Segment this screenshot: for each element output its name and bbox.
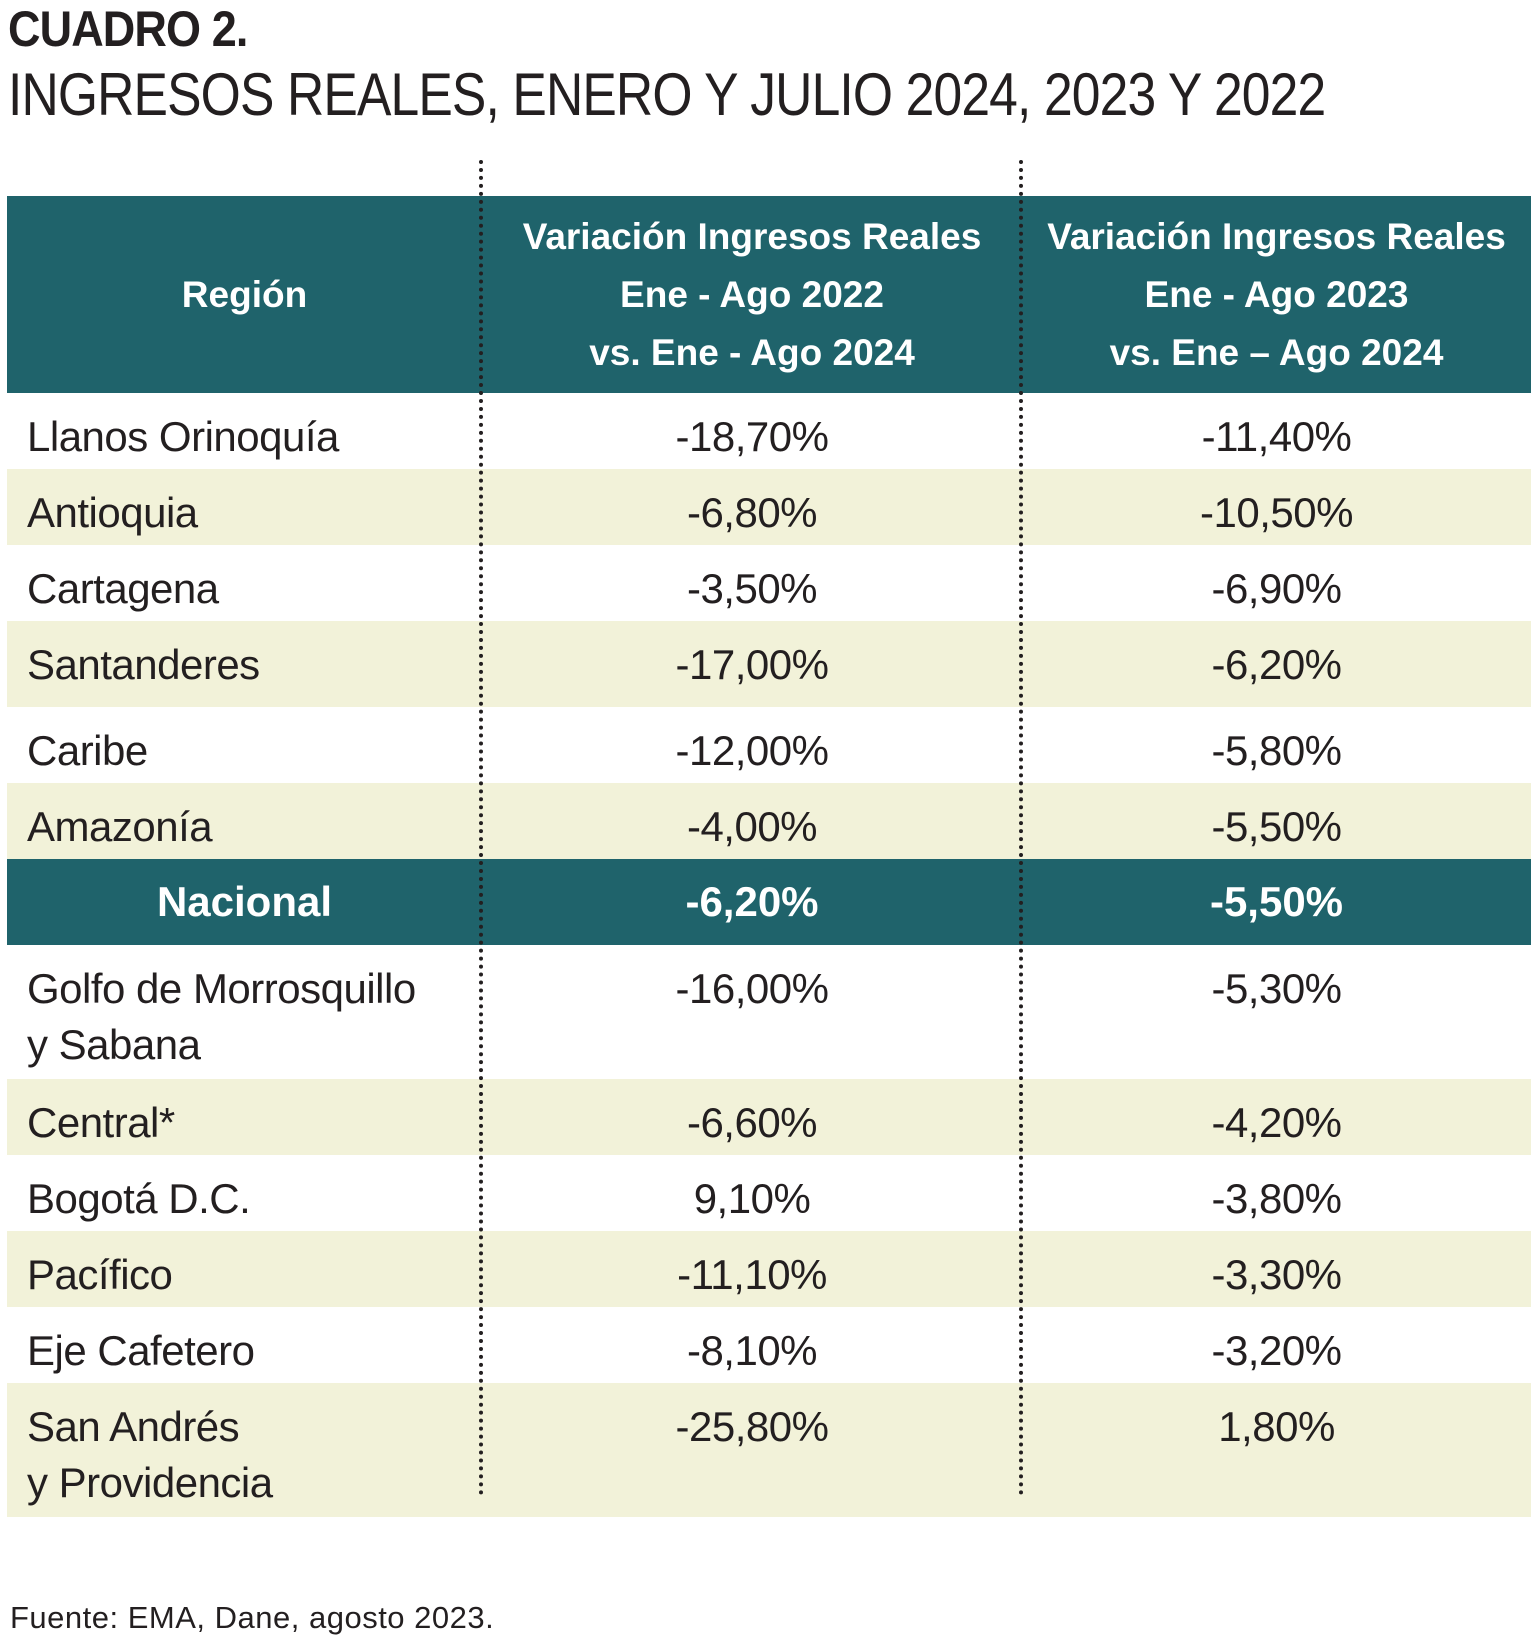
region-cell: Amazonía	[7, 783, 482, 855]
variation-2023-cell: 1,80%	[1218, 1403, 1335, 1450]
region-name-line: Llanos Orinoquía	[27, 413, 339, 460]
region-name-line: Antioquia	[27, 489, 198, 536]
region-name-line: y Providencia	[27, 1459, 273, 1506]
table-header-row: Región Variación Ingresos Reales Ene - A…	[7, 196, 1531, 393]
table-heading: CUADRO 2. INGRESOS REALES, ENERO Y JULIO…	[8, 0, 1538, 130]
income-table: Región Variación Ingresos Reales Ene - A…	[7, 196, 1531, 1517]
header-2022-line-2: Ene - Ago 2022	[620, 273, 884, 315]
variation-2022-cell: -6,20%	[685, 878, 819, 925]
table-row: San Andrés y Providencia -25,80% 1,80%	[7, 1383, 1531, 1517]
region-name-line: Nacional	[156, 878, 333, 925]
source-note: Fuente: EMA, Dane, agosto 2023.	[10, 1600, 495, 1635]
region-name-line: Santanderes	[27, 641, 260, 688]
header-2023-line-2: Ene - Ago 2023	[1144, 273, 1409, 315]
variation-2023-cell: -6,90%	[1211, 565, 1342, 612]
table-row: Cartagena -3,50% -6,90%	[7, 545, 1531, 621]
region-name-line: Golfo de Morrosquillo	[27, 965, 416, 1012]
table-row: Central* -6,60% -4,20%	[7, 1079, 1531, 1155]
region-cell: Eje Cafetero	[7, 1307, 482, 1379]
region-cell: Cartagena	[7, 545, 482, 617]
header-2023-line-1: Variación Ingresos Reales	[1047, 215, 1506, 257]
variation-2022-cell: -18,70%	[675, 413, 829, 460]
table-row: Santanderes -17,00% -6,20%	[7, 621, 1531, 707]
variation-2023-cell: -10,50%	[1200, 489, 1353, 536]
variation-2023-cell: -3,80%	[1211, 1175, 1342, 1222]
region-name-line: Caribe	[27, 727, 148, 774]
region-cell: Pacífico	[7, 1231, 482, 1303]
header-2022-line-3: vs. Ene - Ago 2024	[589, 331, 915, 373]
region-cell: Nacional	[7, 874, 482, 930]
table-row-national: Nacional -6,20% -5,50%	[7, 859, 1531, 945]
table-title: INGRESOS REALES, ENERO Y JULIO 2024, 202…	[8, 61, 1326, 128]
table-row: Bogotá D.C. 9,10% -3,80%	[7, 1155, 1531, 1231]
region-name-line: San Andrés	[27, 1403, 240, 1450]
region-name-line: Cartagena	[27, 565, 219, 612]
variation-2023-cell: -5,80%	[1211, 727, 1342, 774]
variation-2022-cell: -6,60%	[686, 1099, 818, 1146]
table-row: Antioquia -6,80% -10,50%	[7, 469, 1531, 545]
region-cell: Llanos Orinoquía	[7, 393, 482, 465]
region-name-line: Central*	[27, 1099, 175, 1146]
variation-2023-cell: -3,20%	[1211, 1327, 1342, 1374]
region-cell: Santanderes	[7, 621, 482, 693]
variation-2023-cell: -5,50%	[1211, 803, 1342, 850]
header-2022-line-1: Variación Ingresos Reales	[522, 215, 982, 257]
variation-2022-cell: 9,10%	[693, 1175, 811, 1222]
header-2023-line-3: vs. Ene – Ago 2024	[1109, 331, 1444, 373]
table-number-label: CUADRO 2.	[8, 1, 248, 57]
variation-2023-cell: -6,20%	[1211, 641, 1342, 688]
column-divider-dotted-2	[1019, 160, 1023, 1496]
variation-2022-cell: -8,10%	[686, 1327, 818, 1374]
variation-2022-cell: -17,00%	[675, 641, 829, 688]
region-name-line: Bogotá D.C.	[27, 1175, 251, 1222]
table-row: Amazonía -4,00% -5,50%	[7, 783, 1531, 859]
region-cell: Bogotá D.C.	[7, 1155, 482, 1227]
variation-2023-cell: -11,40%	[1201, 413, 1352, 460]
variation-2023-cell: -3,30%	[1211, 1251, 1342, 1298]
table-row: Llanos Orinoquía -18,70% -11,40%	[7, 393, 1531, 469]
variation-2022-cell: -12,00%	[675, 727, 829, 774]
region-name-line: Amazonía	[27, 803, 213, 850]
region-cell: Caribe	[7, 707, 482, 779]
variation-2022-cell: -6,80%	[686, 489, 818, 536]
region-cell: San Andrés y Providencia	[7, 1383, 482, 1511]
table-row: Caribe -12,00% -5,80%	[7, 707, 1531, 783]
table-row: Pacífico -11,10% -3,30%	[7, 1231, 1531, 1307]
region-name-line: Pacífico	[27, 1251, 173, 1298]
variation-2022-cell: -3,50%	[686, 565, 818, 612]
variation-2023-cell: -5,50%	[1209, 878, 1344, 925]
variation-2022-cell: -16,00%	[675, 965, 829, 1012]
header-region: Región	[181, 273, 308, 315]
header-variation-2022: Variación Ingresos Reales Ene - Ago 2022…	[482, 208, 1022, 382]
variation-2023-cell: -4,20%	[1211, 1099, 1342, 1146]
variation-2022-cell: -4,00%	[686, 803, 818, 850]
column-divider-dotted-1	[479, 160, 483, 1496]
table-row: Golfo de Morrosquillo y Sabana -16,00% -5,3…	[7, 945, 1531, 1079]
region-cell: Golfo de Morrosquillo y Sabana	[7, 945, 482, 1073]
variation-2022-cell: -11,10%	[677, 1251, 827, 1298]
table-row: Eje Cafetero -8,10% -3,20%	[7, 1307, 1531, 1383]
region-name-line: y Sabana	[27, 1021, 201, 1068]
region-cell: Central*	[7, 1079, 482, 1151]
header-variation-2023: Variación Ingresos Reales Ene - Ago 2023…	[1022, 208, 1531, 382]
variation-2023-cell: -5,30%	[1211, 965, 1342, 1012]
table-body: Llanos Orinoquía -18,70% -11,40% Antioquia -…	[7, 393, 1531, 1517]
variation-2022-cell: -25,80%	[675, 1403, 829, 1450]
region-name-line: Eje Cafetero	[27, 1327, 255, 1374]
region-cell: Antioquia	[7, 469, 482, 541]
